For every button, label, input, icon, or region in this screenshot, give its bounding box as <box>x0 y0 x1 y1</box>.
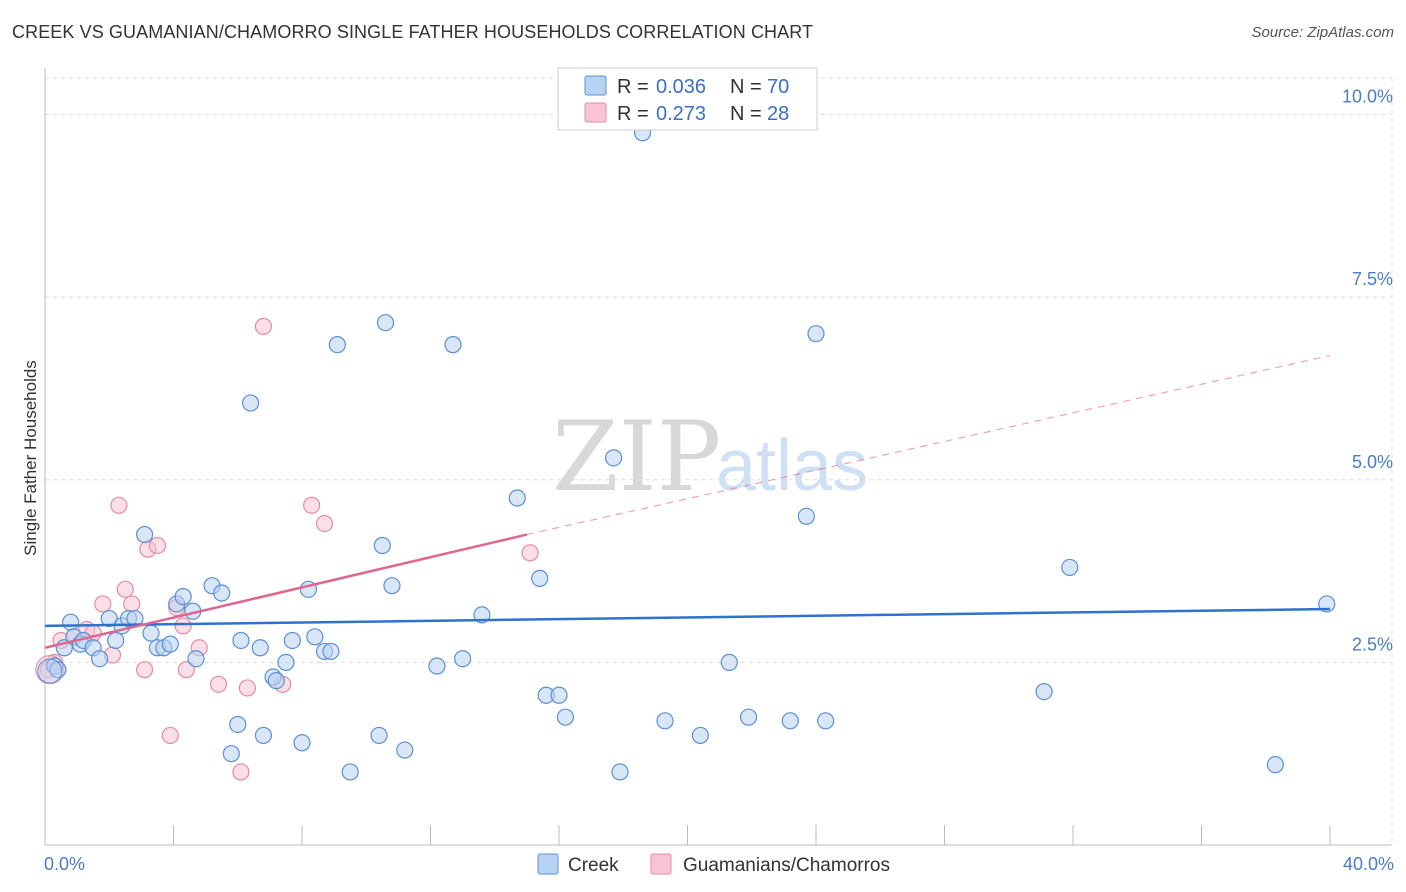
point-creek-49 <box>454 650 472 668</box>
point-creek-34 <box>283 631 301 650</box>
point-creek-59 <box>656 712 674 730</box>
point-creek-62 <box>739 708 758 726</box>
point-creek-44 <box>376 314 395 332</box>
point-creek-26 <box>229 715 247 734</box>
point-creek-30 <box>254 726 273 745</box>
point-creek-68 <box>1061 558 1079 577</box>
point-creek-63 <box>781 712 799 730</box>
legend-r-label-creek: R = <box>617 76 649 98</box>
watermark-atlas: atlas <box>716 426 868 506</box>
point-creek-22 <box>187 650 205 668</box>
chart-title: CREEK VS GUAMANIAN/CHAMORRO SINGLE FATHE… <box>12 22 814 42</box>
legend-r-value-creek: 0.036 <box>656 76 706 98</box>
y-tick-label-1: 5.0% <box>1352 452 1393 472</box>
point-creek-67 <box>1035 682 1053 701</box>
point-creek-43 <box>373 536 391 555</box>
trend-lines <box>44 354 1331 649</box>
point-creek-37 <box>306 628 324 646</box>
legend-n-label-guam: N = <box>730 103 762 125</box>
legend-r-value-guam: 0.273 <box>656 103 706 125</box>
point-guam-10 <box>123 595 141 613</box>
point-creek-18 <box>161 635 179 653</box>
point-guam-22 <box>254 317 273 335</box>
point-creek-56 <box>605 449 623 467</box>
watermark-zip: ZIP <box>552 401 721 513</box>
point-creek-61 <box>720 653 738 671</box>
bottom-legend: Creek Guamanians/Chamorros <box>537 853 890 876</box>
point-creek-47 <box>428 657 446 675</box>
point-creek-32 <box>267 672 285 690</box>
trend-line-guam-solid <box>44 533 528 649</box>
point-guam-20 <box>232 763 250 781</box>
point-creek-15 <box>142 624 160 642</box>
legend-n-value-guam: 28 <box>767 103 789 125</box>
point-creek-54 <box>550 686 568 704</box>
point-guam-17 <box>177 661 195 679</box>
point-creek-8 <box>91 650 109 668</box>
x-tick-label-min: 0.0% <box>44 854 85 874</box>
point-guam-11 <box>135 661 154 679</box>
point-creek-42 <box>370 726 388 745</box>
trend-line-creek <box>44 607 1331 628</box>
point-guam-26 <box>521 544 539 562</box>
point-guam-25 <box>315 514 334 533</box>
point-guam-19 <box>209 675 228 693</box>
point-creek-46 <box>396 741 414 759</box>
y-tick-label-0: 2.5% <box>1352 634 1393 654</box>
point-guam-21 <box>238 679 256 697</box>
point-guam-6 <box>94 595 112 613</box>
point-creek-41 <box>341 763 359 781</box>
point-creek-65 <box>807 325 825 343</box>
top-legend: R = 0.036 N = 70 R = 0.273 N = 28 <box>557 67 818 131</box>
point-guam-24 <box>303 496 321 514</box>
point-creek-20 <box>174 588 192 606</box>
point-creek-69 <box>1266 756 1284 774</box>
y-tick-label-2: 7.5% <box>1352 269 1393 289</box>
point-creek-35 <box>293 734 311 752</box>
point-creek-48 <box>444 336 462 354</box>
point-creek-66 <box>817 712 835 730</box>
point-creek-40 <box>328 336 346 354</box>
y-tick-label-3: 10.0% <box>1342 87 1393 107</box>
point-creek-24 <box>213 584 231 602</box>
point-guam-16 <box>174 617 192 635</box>
point-creek-55 <box>556 708 575 726</box>
point-creek-64 <box>797 507 815 525</box>
point-creek-27 <box>232 631 250 650</box>
axes <box>44 68 1392 846</box>
point-guam-9 <box>116 580 134 598</box>
point-creek-9 <box>100 609 118 628</box>
legend-n-label-creek: N = <box>730 76 762 98</box>
point-creek-39 <box>322 642 340 661</box>
bottom-legend-swatch-creek <box>537 853 559 875</box>
bottom-legend-label-creek: Creek <box>568 855 619 876</box>
legend-n-value-creek: 70 <box>767 76 789 98</box>
point-creek-25 <box>222 745 240 763</box>
point-creek-45 <box>383 577 401 595</box>
bottom-legend-label-guam: Guamanians/Chamorros <box>683 855 890 876</box>
point-creek-52 <box>531 569 549 587</box>
bottom-legend-swatch-guam <box>650 853 672 875</box>
point-creek-3 <box>62 613 80 631</box>
point-creek-29 <box>251 639 269 657</box>
point-creek-14 <box>135 525 154 544</box>
legend-r-label-guam: R = <box>617 103 649 125</box>
point-guam-13 <box>148 536 167 555</box>
y-tick-labels: 2.5% 5.0% 7.5% 10.0% <box>1342 87 1393 655</box>
point-guam-14 <box>161 726 179 745</box>
legend-swatch-guam <box>584 102 607 123</box>
x-tick-label-max: 40.0% <box>1343 854 1394 874</box>
point-creek-60 <box>691 726 709 745</box>
y-axis-label: Single Father Households <box>21 360 40 556</box>
point-creek-51 <box>508 489 526 507</box>
point-creek-10 <box>107 631 125 650</box>
legend-swatch-creek <box>584 75 607 96</box>
point-creek-28 <box>242 394 260 412</box>
source-label: Source: ZipAtlas.com <box>1251 24 1394 41</box>
point-guam-8 <box>110 496 128 514</box>
point-creek-cluster <box>37 658 63 684</box>
point-creek-33 <box>277 653 295 671</box>
point-creek-57 <box>611 763 629 781</box>
